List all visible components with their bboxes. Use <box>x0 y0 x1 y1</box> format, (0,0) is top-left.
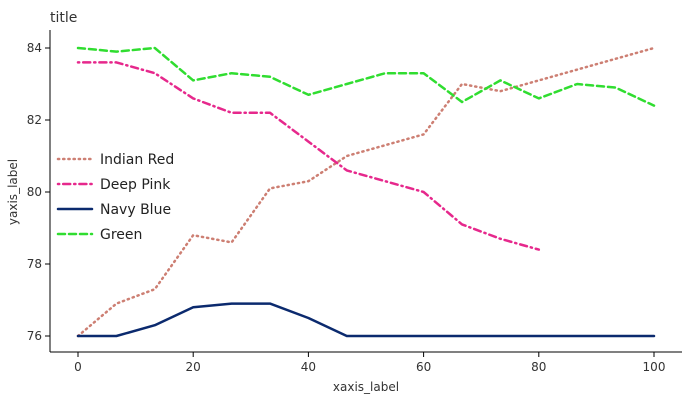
x-tick-label: 60 <box>416 360 431 374</box>
x-axis-label: xaxis_label <box>333 380 399 394</box>
legend-label-deep-pink: Deep Pink <box>100 177 171 193</box>
series-line-indian-red <box>76 46 656 338</box>
y-tick-label: 82 <box>27 113 42 127</box>
y-tick-label: 84 <box>27 41 42 55</box>
series-line-navy-blue <box>76 302 656 338</box>
y-tick-label: 80 <box>27 185 42 199</box>
plot-area <box>49 30 682 353</box>
series-line-deep-pink <box>76 61 541 251</box>
x-tick-label: 80 <box>531 360 546 374</box>
legend-label-green: Green <box>100 227 142 243</box>
series-line-green <box>76 46 656 107</box>
y-tick-label: 76 <box>27 329 42 343</box>
y-tick-label: 78 <box>27 257 42 271</box>
x-tick-label: 100 <box>643 360 666 374</box>
x-tick-label: 20 <box>186 360 201 374</box>
y-axis-ticks: 76 78 80 82 84 <box>27 41 50 343</box>
legend-label-navy-blue: Navy Blue <box>100 202 171 218</box>
x-tick-label: 0 <box>74 360 82 374</box>
x-axis-ticks: 0 20 40 60 80 100 <box>74 352 665 374</box>
legend: Indian Red Deep Pink Navy Blue Green <box>56 152 174 243</box>
y-axis-label: yaxis_label <box>6 159 20 225</box>
chart-title: title <box>50 10 77 26</box>
series-layer <box>76 46 656 338</box>
x-tick-label: 40 <box>301 360 316 374</box>
legend-label-indian-red: Indian Red <box>100 152 174 168</box>
